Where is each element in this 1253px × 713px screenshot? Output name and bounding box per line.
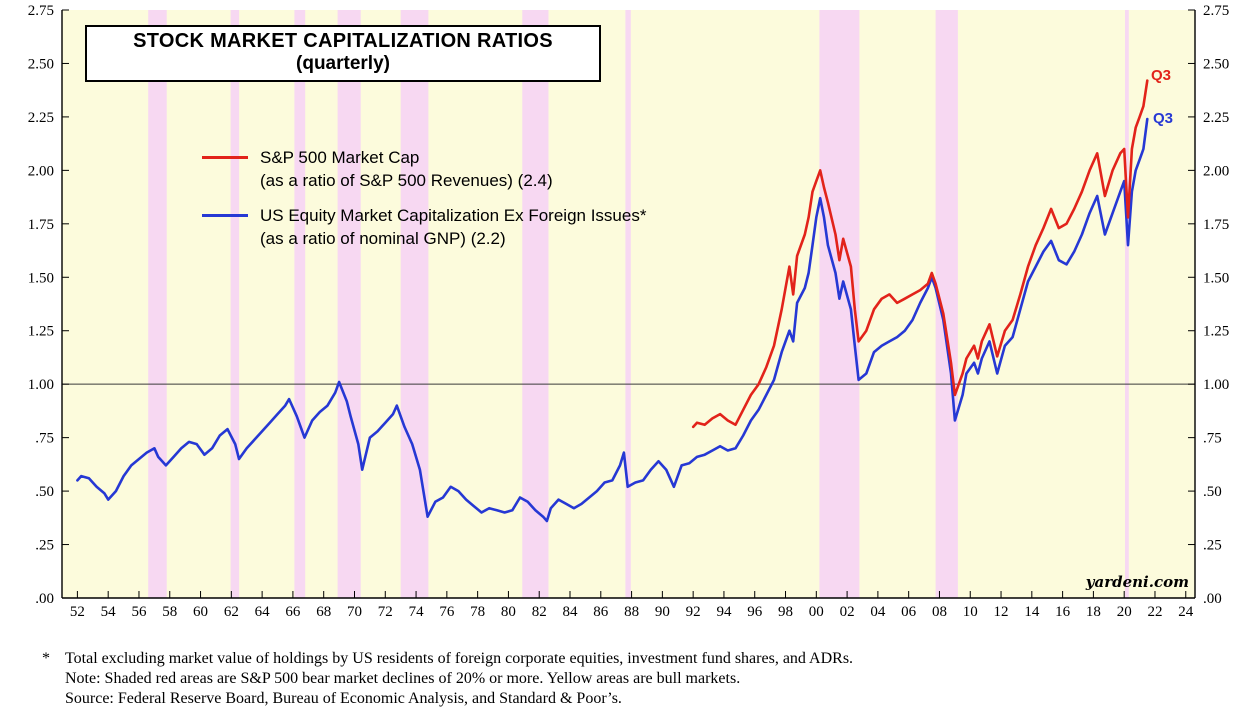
svg-text:2.00: 2.00 — [1203, 163, 1229, 179]
svg-text:2.50: 2.50 — [1203, 56, 1229, 72]
svg-text:90: 90 — [655, 604, 670, 620]
footnote-line-3: Source: Federal Reserve Board, Bureau of… — [65, 690, 622, 707]
chart-subtitle: (quarterly) — [296, 53, 390, 74]
legend-entry-sp500: S&P 500 Market Cap (as a ratio of S&P 50… — [202, 146, 646, 192]
svg-text:94: 94 — [716, 604, 732, 620]
legend-entry-equity-cap: US Equity Market Capitalization Ex Forei… — [202, 204, 646, 250]
svg-text:64: 64 — [255, 604, 271, 620]
svg-text:.50: .50 — [35, 484, 54, 500]
svg-text:72: 72 — [378, 604, 393, 620]
legend-equity-label: US Equity Market Capitalization Ex Forei… — [260, 206, 647, 225]
svg-text:2.50: 2.50 — [28, 56, 54, 72]
svg-text:96: 96 — [747, 604, 763, 620]
red-line-swatch-icon — [202, 156, 248, 159]
equity-end-label: Q3 — [1153, 110, 1174, 127]
svg-text:1.75: 1.75 — [28, 217, 54, 233]
svg-text:52: 52 — [70, 604, 85, 620]
legend-equity-sublabel: (as a ratio of nominal GNP) (2.2) — [260, 229, 506, 248]
svg-text:12: 12 — [994, 604, 1009, 620]
svg-text:22: 22 — [1147, 604, 1162, 620]
svg-text:86: 86 — [593, 604, 609, 620]
svg-text:66: 66 — [285, 604, 301, 620]
svg-text:56: 56 — [131, 604, 147, 620]
svg-text:2.75: 2.75 — [28, 3, 54, 19]
svg-text:78: 78 — [470, 604, 485, 620]
svg-text:.25: .25 — [1203, 538, 1222, 554]
svg-text:58: 58 — [162, 604, 177, 620]
svg-text:16: 16 — [1055, 604, 1071, 620]
svg-text:1.00: 1.00 — [1203, 377, 1229, 393]
chart-title: STOCK MARKET CAPITALIZATION RATIOS — [133, 30, 553, 52]
svg-text:76: 76 — [439, 604, 455, 620]
svg-text:20: 20 — [1117, 604, 1132, 620]
svg-text:1.50: 1.50 — [28, 270, 54, 286]
yardeni-watermark: yardeni.com — [1085, 573, 1189, 591]
svg-text:70: 70 — [347, 604, 362, 620]
svg-text:18: 18 — [1086, 604, 1101, 620]
footnote-line-1: Total excluding market value of holdings… — [65, 650, 854, 667]
svg-text:74: 74 — [409, 604, 425, 620]
svg-text:92: 92 — [686, 604, 701, 620]
svg-text:2.25: 2.25 — [1203, 110, 1229, 126]
svg-text:.50: .50 — [1203, 484, 1222, 500]
svg-text:54: 54 — [101, 604, 117, 620]
svg-text:.25: .25 — [35, 538, 54, 554]
svg-text:04: 04 — [870, 604, 886, 620]
legend: S&P 500 Market Cap (as a ratio of S&P 50… — [202, 146, 646, 262]
svg-text:14: 14 — [1024, 604, 1040, 620]
legend-sp500-sublabel: (as a ratio of S&P 500 Revenues) (2.4) — [260, 171, 553, 190]
svg-text:68: 68 — [316, 604, 331, 620]
sp500-end-label: Q3 — [1151, 67, 1172, 84]
svg-text:00: 00 — [809, 604, 824, 620]
svg-text:1.50: 1.50 — [1203, 270, 1229, 286]
svg-text:62: 62 — [224, 604, 239, 620]
footnote-line-2: Note: Shaded red areas are S&P 500 bear … — [65, 670, 741, 687]
svg-text:.75: .75 — [1203, 431, 1222, 447]
chart-title-box: STOCK MARKET CAPITALIZATION RATIOS (quar… — [85, 25, 601, 82]
svg-text:.75: .75 — [35, 431, 54, 447]
svg-text:1.25: 1.25 — [28, 324, 54, 340]
svg-text:1.25: 1.25 — [1203, 324, 1229, 340]
svg-text:06: 06 — [901, 604, 917, 620]
svg-text:08: 08 — [932, 604, 947, 620]
svg-text:98: 98 — [778, 604, 793, 620]
svg-text:80: 80 — [501, 604, 516, 620]
svg-text:.00: .00 — [1203, 591, 1222, 607]
blue-line-swatch-icon — [202, 214, 248, 217]
svg-text:88: 88 — [624, 604, 639, 620]
footnotes: * Total excluding market value of holdin… — [42, 649, 1212, 709]
legend-sp500-label: S&P 500 Market Cap — [260, 148, 420, 167]
svg-text:2.25: 2.25 — [28, 110, 54, 126]
svg-text:60: 60 — [193, 604, 208, 620]
svg-text:.00: .00 — [35, 591, 54, 607]
svg-text:10: 10 — [963, 604, 978, 620]
svg-text:2.75: 2.75 — [1203, 3, 1229, 19]
svg-text:24: 24 — [1178, 604, 1194, 620]
svg-text:1.00: 1.00 — [28, 377, 54, 393]
svg-text:2.00: 2.00 — [28, 163, 54, 179]
footnote-asterisk: * — [42, 650, 50, 667]
svg-text:82: 82 — [532, 604, 547, 620]
svg-text:02: 02 — [840, 604, 855, 620]
svg-text:1.75: 1.75 — [1203, 217, 1229, 233]
svg-text:84: 84 — [563, 604, 579, 620]
